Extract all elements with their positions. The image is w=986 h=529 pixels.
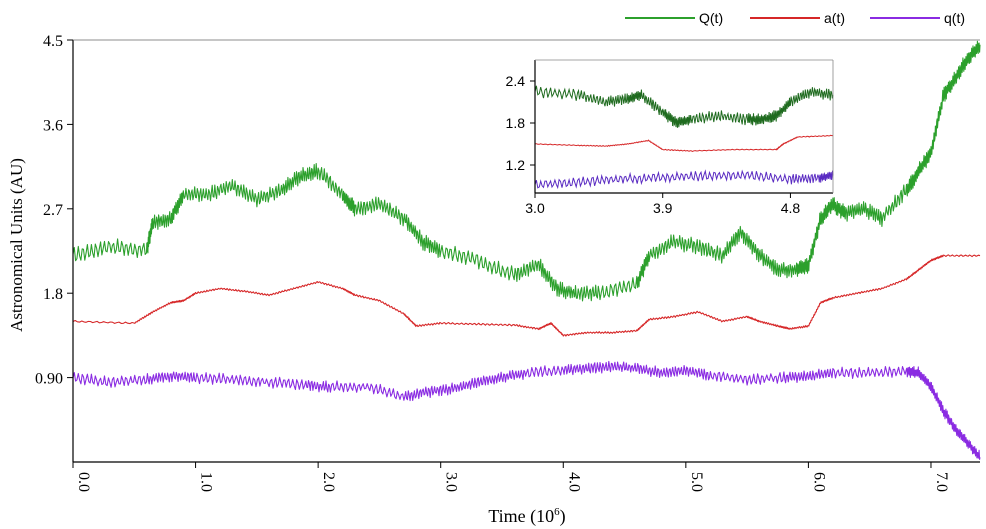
inset-y-tick-label: 2.4 [506, 73, 526, 89]
inset-series-line-qt [534, 85, 834, 128]
x-tick-label: 7.0 [933, 472, 950, 492]
inset-axes: 1.2 1.8 2.4 3.0 3.9 4.8 [506, 59, 834, 216]
inset-x-tick-label: 3.0 [525, 200, 545, 216]
y-axis-title: Astronomical Units (AU) [7, 158, 26, 332]
inset-y-tick-label: 1.8 [506, 115, 526, 131]
x-axis-title: Time (106) [488, 506, 565, 527]
x-tick-label: 1.0 [198, 472, 215, 492]
inset-chart: 1.2 1.8 2.4 3.0 3.9 4.8 [506, 59, 834, 216]
y-tick-label: 3.6 [43, 117, 63, 134]
legend-label: a(t) [824, 10, 845, 26]
series-line-qt [72, 360, 981, 460]
inset-series-line-at [534, 134, 833, 152]
y-tick-label: 2.7 [43, 202, 63, 219]
inset-y-tick-label: 1.2 [506, 157, 526, 173]
x-tick-label: 3.0 [443, 472, 460, 492]
y-tick-label: 1.8 [43, 286, 63, 303]
inset-x-tick-label: 4.8 [781, 200, 801, 216]
inset-series-line-qt [534, 169, 834, 190]
x-tick-label: 6.0 [810, 472, 827, 492]
y-tick-label: 4.5 [43, 33, 63, 50]
legend: Q(t) a(t) q(t) [625, 10, 965, 26]
inset-x-tick-label: 3.9 [653, 200, 673, 216]
main-plot-area [72, 40, 981, 460]
legend-label: q(t) [944, 10, 965, 26]
inset-plot-area [534, 85, 834, 190]
main-axes: 0.90 1.8 2.7 3.6 4.5 0.0 1.0 2.0 3.0 4.0 5.0 6.0 7.0 [35, 33, 980, 492]
x-tick-label: 0.0 [75, 472, 92, 492]
x-tick-label: 2.0 [320, 472, 337, 492]
x-tick-label: 5.0 [688, 472, 705, 492]
y-tick-label: 0.90 [35, 371, 63, 388]
legend-label: Q(t) [699, 10, 723, 26]
inset-background [535, 60, 833, 193]
series-line-at [72, 254, 981, 337]
series-line-qt [72, 40, 981, 302]
x-tick-label: 4.0 [565, 472, 582, 492]
